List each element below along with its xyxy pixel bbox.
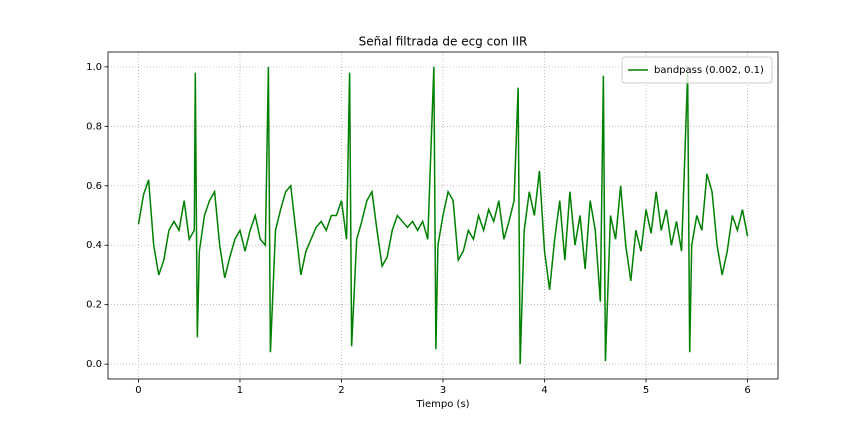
x-tick-label: 0 [135,385,141,396]
x-tick-label: 2 [338,385,344,396]
legend-box [621,56,773,84]
x-tick-label: 6 [744,385,750,396]
x-tick-label: 3 [440,385,446,396]
legend: bandpass (0.002, 0.1) [621,56,773,84]
x-tick-label: 1 [237,385,243,396]
y-tick-label: 0.6 [86,181,102,192]
x-tick-label: 5 [643,385,649,396]
plot-frame [107,51,779,380]
x-axis-label: Tiempo (s) [415,399,469,410]
line [137,66,749,365]
x-tick-label: 4 [541,385,547,396]
y-tick-label: 0.2 [86,300,102,311]
y-tick-label: 0.8 [86,121,102,132]
y-tick-label: 1.0 [86,62,102,73]
y-tick-label: 0.4 [86,240,102,251]
chart-title: Señal filtrada de ecg con IIR [359,35,528,49]
y-tick-label: 0.0 [86,359,102,370]
legend-label: bandpass (0.002, 0.1) [654,65,764,76]
